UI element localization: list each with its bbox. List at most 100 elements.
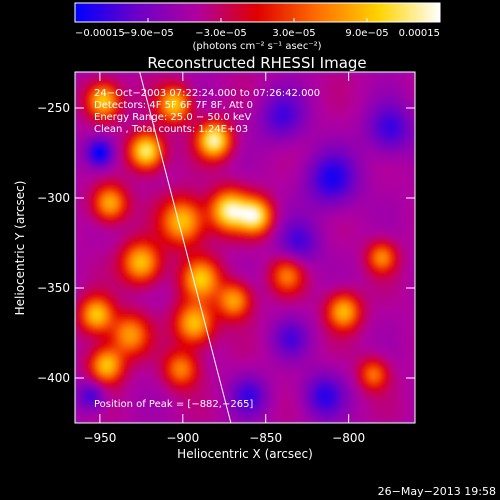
heatmap-cell [87,261,91,265]
heatmap-cell [180,387,184,391]
heatmap-cell [159,216,163,220]
heatmap-cell [144,174,148,178]
heatmap-cell [195,117,199,121]
heatmap-cell [123,135,127,139]
heatmap-cell [111,213,115,217]
heatmap-cell [108,123,112,127]
heatmap-cell [90,366,94,370]
heatmap-cell [117,75,121,79]
heatmap-cell [99,246,103,250]
heatmap-cell [114,222,118,226]
heatmap-cell [99,216,103,220]
heatmap-cell [96,159,100,163]
heatmap-cell [195,276,199,280]
heatmap-cell [153,384,157,388]
heatmap-cell [117,357,121,361]
heatmap-cell [141,198,145,202]
heatmap-cell [189,159,193,163]
heatmap-cell [135,309,139,313]
heatmap-cell [141,252,145,256]
heatmap-cell [132,237,136,241]
heatmap-cell [174,258,178,262]
heatmap-cell [147,390,151,394]
heatmap-cell [183,303,187,307]
heatmap-cell [195,147,199,151]
heatmap-cell [75,105,79,109]
heatmap-cell [192,147,196,151]
heatmap-cell [75,336,79,340]
heatmap-cell [99,417,103,421]
heatmap-cell [117,156,121,160]
heatmap-cell [174,351,178,355]
heatmap-cell [114,279,118,283]
heatmap-cell [177,114,181,118]
heatmap-cell [162,309,166,313]
heatmap-cell [180,390,184,394]
heatmap-cell [105,399,109,403]
heatmap-cell [171,96,175,100]
heatmap-cell [135,390,139,394]
heatmap-cell [144,276,148,280]
heatmap-cell [96,138,100,142]
heatmap-cell [159,375,163,379]
heatmap-cell [132,243,136,247]
heatmap-cell [174,219,178,223]
heatmap-cell [105,270,109,274]
heatmap-cell [117,291,121,295]
heatmap-cell [192,99,196,103]
heatmap-cell [189,303,193,307]
heatmap-cell [102,207,106,211]
heatmap-cell [147,84,151,88]
heatmap-cell [147,291,151,295]
heatmap-cell [90,180,94,184]
heatmap-cell [177,381,181,385]
heatmap-cell [108,300,112,304]
heatmap-cell [159,249,163,253]
heatmap-cell [192,345,196,349]
heatmap-cell [174,237,178,241]
heatmap-cell [168,168,172,172]
heatmap-cell [180,168,184,172]
heatmap-cell [99,153,103,157]
heatmap-cell [192,126,196,130]
heatmap-cell [153,75,157,79]
heatmap-cell [171,357,175,361]
heatmap-cell [174,288,178,292]
heatmap-cell [183,228,187,232]
heatmap-cell [87,414,91,418]
heatmap-cell [108,228,112,232]
heatmap-cell [195,258,199,262]
heatmap-cell [159,126,163,130]
heatmap-cell [138,378,142,382]
heatmap-cell [78,342,82,346]
heatmap-cell [129,90,133,94]
heatmap-cell [177,297,181,301]
heatmap-cell [144,177,148,181]
heatmap-cell [84,315,88,319]
heatmap-cell [183,270,187,274]
heatmap-cell [156,75,160,79]
heatmap-cell [153,402,157,406]
heatmap-cell [165,351,169,355]
heatmap-cell [159,405,163,409]
heatmap-cell [90,210,94,214]
heatmap-cell [96,225,100,229]
heatmap-cell [186,246,190,250]
heatmap-cell [189,75,193,79]
heatmap-cell [111,396,115,400]
heatmap-cell [198,399,202,403]
heatmap-cell [180,78,184,82]
heatmap-cell [147,138,151,142]
heatmap-cell [75,135,79,139]
heatmap-cell [150,297,154,301]
heatmap-cell [198,357,202,361]
heatmap-cell [189,90,193,94]
heatmap-cell [96,264,100,268]
heatmap-cell [171,192,175,196]
heatmap-cell [195,105,199,109]
heatmap-cell [108,375,112,379]
heatmap-cell [171,150,175,154]
heatmap-cell [141,204,145,208]
heatmap-cell [162,123,166,127]
heatmap-cell [84,228,88,232]
